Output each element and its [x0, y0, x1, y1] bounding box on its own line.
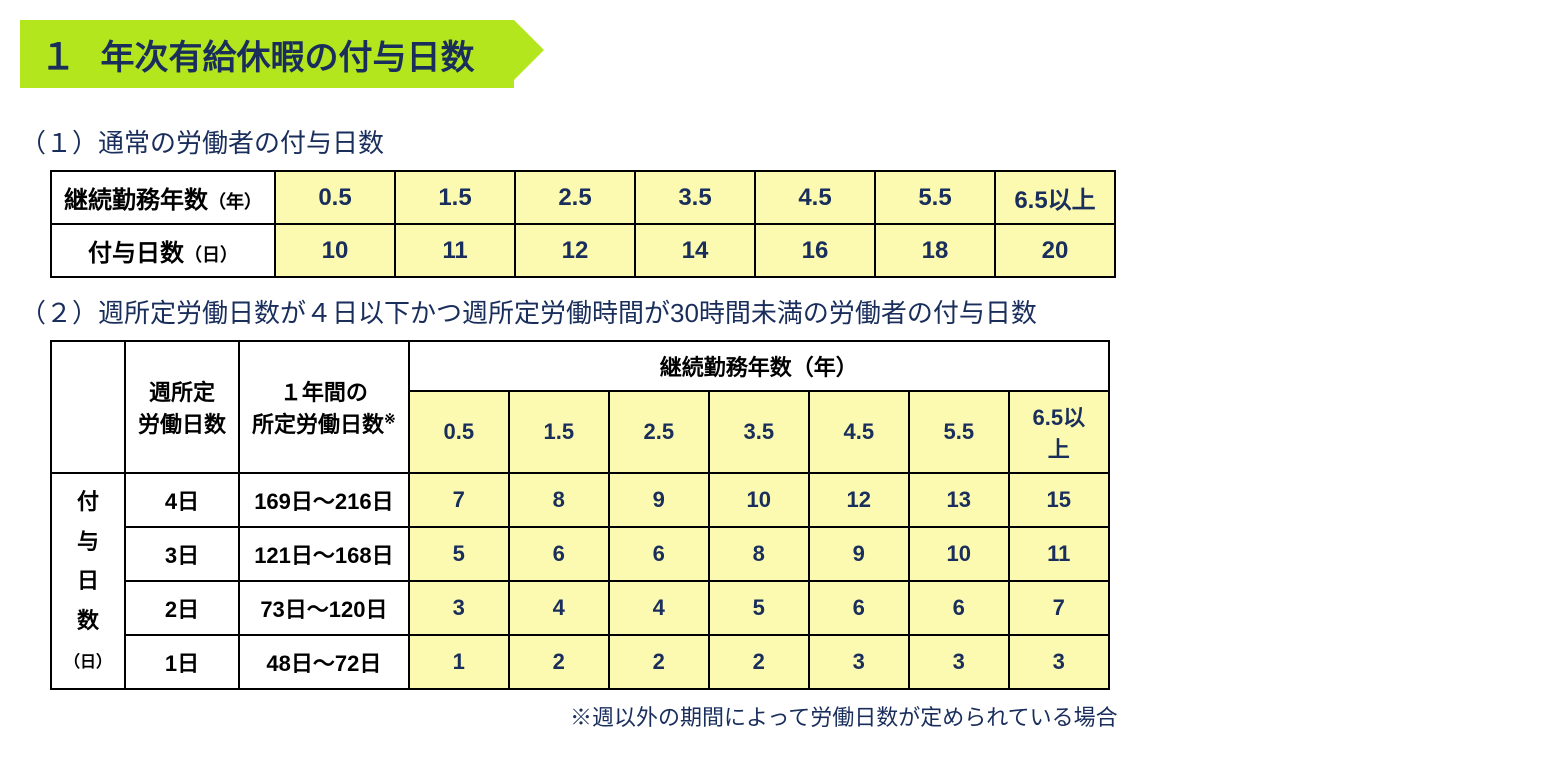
table1-year-6: 6.5以上	[995, 171, 1115, 224]
table2-r2-v0: 3	[409, 581, 509, 635]
footnote: ※週以外の期間によって労働日数が定められている場合	[570, 700, 1542, 732]
table2-r0-v4: 12	[809, 473, 909, 527]
table2-r3-v4: 3	[809, 635, 909, 689]
table2-col2-header: １年間の 所定労働日数※	[239, 341, 409, 473]
table1-row2-label: 付与日数（日）	[51, 224, 275, 277]
table1-row-days: 付与日数（日） 10 11 12 14 16 18 20	[51, 224, 1115, 277]
table2-r2-v1: 4	[509, 581, 609, 635]
table2-r3-v2: 2	[609, 635, 709, 689]
table2-r1-v3: 8	[709, 527, 809, 581]
table1-day-2: 12	[515, 224, 635, 277]
table2-r1-weekly: 3日	[125, 527, 239, 581]
table2-r0-v1: 8	[509, 473, 609, 527]
table2-r3-v3: 2	[709, 635, 809, 689]
table2-r2-v2: 4	[609, 581, 709, 635]
table1-year-0: 0.5	[275, 171, 395, 224]
table2-header-row1: 週所定 労働日数 １年間の 所定労働日数※ 継続勤務年数（年）	[51, 341, 1109, 391]
table1-day-0: 10	[275, 224, 395, 277]
table2-r0-v5: 13	[909, 473, 1009, 527]
table2-r1-v0: 5	[409, 527, 509, 581]
section-title: 年次有給休暇の付与日数	[100, 39, 474, 77]
table2-r3-weekly: 1日	[125, 635, 239, 689]
table1-row1-label: 継続勤務年数（年）	[51, 171, 275, 224]
table1-day-6: 20	[995, 224, 1115, 277]
table2-year-2: 2.5	[609, 391, 709, 473]
table1-day-3: 14	[635, 224, 755, 277]
table2-r1-v5: 10	[909, 527, 1009, 581]
table2-r0-v3: 10	[709, 473, 809, 527]
table2-data-row2: 2日 73日～120日 3 4 4 5 6 6 7	[51, 581, 1109, 635]
table2-data-row0: 付与日数（日） 4日 169日～216日 7 8 9 10 12 13 15	[51, 473, 1109, 527]
table2-r1-annual: 121日～168日	[239, 527, 409, 581]
subsection1-title: （１）通常の労働者の付与日数	[20, 123, 1542, 160]
table2-r0-v2: 9	[609, 473, 709, 527]
table2-year-6: 6.5以上	[1009, 391, 1109, 473]
table2-r3-v1: 2	[509, 635, 609, 689]
table2-data-row3: 1日 48日～72日 1 2 2 2 3 3 3	[51, 635, 1109, 689]
table1-day-5: 18	[875, 224, 995, 277]
table1: 継続勤務年数（年） 0.5 1.5 2.5 3.5 4.5 5.5 6.5以上 …	[50, 170, 1116, 278]
table2-year-5: 5.5	[909, 391, 1009, 473]
table2-r3-v0: 1	[409, 635, 509, 689]
table2-year-0: 0.5	[409, 391, 509, 473]
table1-year-2: 2.5	[515, 171, 635, 224]
table2-col3-header: 継続勤務年数（年）	[409, 341, 1109, 391]
table2-year-1: 1.5	[509, 391, 609, 473]
table1-year-1: 1.5	[395, 171, 515, 224]
table2-r1-v2: 6	[609, 527, 709, 581]
table2-year-4: 4.5	[809, 391, 909, 473]
table2-r0-annual: 169日～216日	[239, 473, 409, 527]
table1-row-years: 継続勤務年数（年） 0.5 1.5 2.5 3.5 4.5 5.5 6.5以上	[51, 171, 1115, 224]
table1-year-4: 4.5	[755, 171, 875, 224]
table2-r2-v4: 6	[809, 581, 909, 635]
table2-r0-v0: 7	[409, 473, 509, 527]
table2-vertical-label: 付与日数（日）	[51, 473, 125, 689]
table2-r2-v3: 5	[709, 581, 809, 635]
table2-data-row1: 3日 121日～168日 5 6 6 8 9 10 11	[51, 527, 1109, 581]
table2-col1-header: 週所定 労働日数	[125, 341, 239, 473]
table2-corner-blank	[51, 341, 125, 473]
table2-r1-v6: 11	[1009, 527, 1109, 581]
table2-r1-v1: 6	[509, 527, 609, 581]
table2-r2-v6: 7	[1009, 581, 1109, 635]
table1-day-4: 16	[755, 224, 875, 277]
table1-year-3: 3.5	[635, 171, 755, 224]
table2-r3-v6: 3	[1009, 635, 1109, 689]
section-header: １ 年次有給休暇の付与日数	[20, 20, 514, 88]
table2-r3-annual: 48日～72日	[239, 635, 409, 689]
section-number: １	[40, 36, 76, 77]
table2-r2-v5: 6	[909, 581, 1009, 635]
table2-year-3: 3.5	[709, 391, 809, 473]
table2-r3-v5: 3	[909, 635, 1009, 689]
table1-day-1: 11	[395, 224, 515, 277]
table2-r2-weekly: 2日	[125, 581, 239, 635]
table2-r0-v6: 15	[1009, 473, 1109, 527]
table2-r1-v4: 9	[809, 527, 909, 581]
table1-year-5: 5.5	[875, 171, 995, 224]
table2-r2-annual: 73日～120日	[239, 581, 409, 635]
table2-r0-weekly: 4日	[125, 473, 239, 527]
table2: 週所定 労働日数 １年間の 所定労働日数※ 継続勤務年数（年） 0.5 1.5 …	[50, 340, 1110, 690]
subsection2-title: （２）週所定労働日数が４日以下かつ週所定労働時間が30時間未満の労働者の付与日数	[20, 293, 1542, 330]
